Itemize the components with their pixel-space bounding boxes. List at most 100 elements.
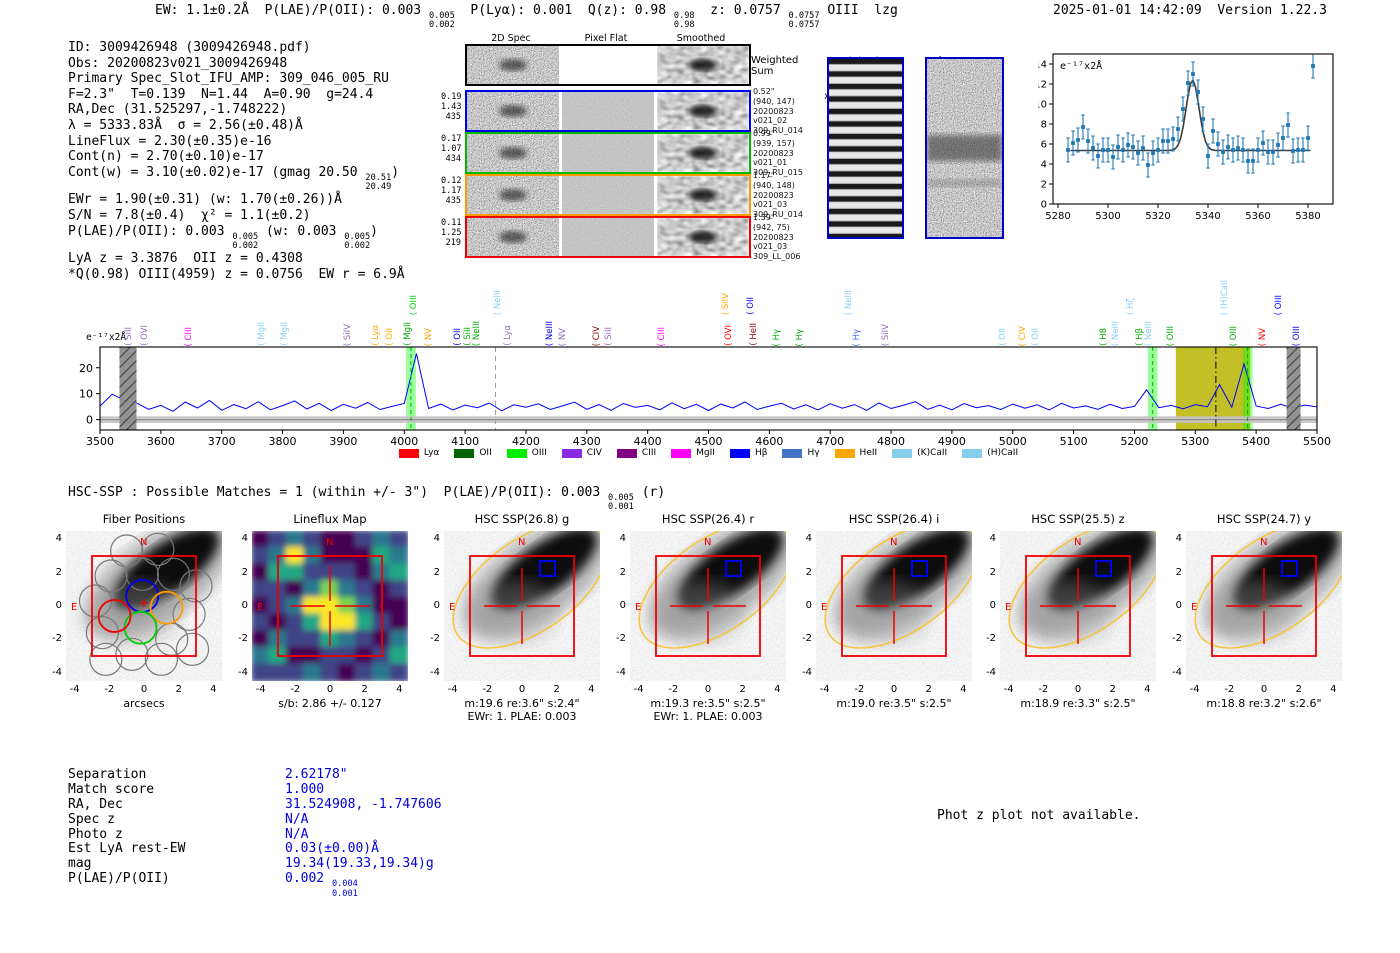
cutout-image-cell [657, 218, 749, 256]
galaxy-image [834, 531, 972, 645]
panel-y-tick: -2 [616, 633, 626, 645]
panel-x-tick: -4 [255, 684, 266, 695]
spectrum-band-green [1242, 347, 1253, 430]
cutouts-2d: 2D Spec Pixel Flat Smoothed Weighted Sum… [441, 31, 843, 261]
panel-y-tick: 4 [433, 533, 440, 545]
line-label: ( Lyα [502, 325, 513, 346]
legend-swatch [398, 448, 419, 458]
cutout-row [465, 216, 751, 258]
line-label: ( Hζ [1126, 297, 1137, 315]
text-segment: 2.62178" [285, 767, 348, 782]
uncertainty-hi: 0.004 [331, 879, 358, 890]
zoom-plot-point [1236, 135, 1240, 161]
panel-x-tick: 4 [210, 684, 217, 695]
zoom-plot-frame [1052, 53, 1334, 205]
clean-image [925, 57, 1004, 239]
cutout-right-label: 309_RU_015 [753, 168, 803, 178]
zoom-plot-point [1066, 137, 1070, 163]
fiber-circle [115, 637, 149, 671]
cutout-row [465, 174, 751, 216]
uncertainty-hi: 0.005 [344, 231, 371, 242]
panel-x-tick: -2 [854, 684, 865, 695]
spectrum-x-tick: 5400 [1242, 435, 1270, 448]
uncertainty-hi: 0.98 [673, 10, 695, 21]
zoom-plot-unit-label: e⁻¹⁷x2Å [1060, 61, 1103, 72]
zoom-plot-point [1076, 127, 1080, 153]
zoom-plot-point [1191, 61, 1195, 87]
cutout-row-images [467, 134, 749, 172]
detection-center-marker [140, 599, 148, 607]
line-label: ( OIII [1274, 294, 1285, 315]
uncertainty-lo: 0.001 [331, 888, 358, 899]
cutout-right-label: (940, 148) [753, 180, 795, 190]
cutout-row-right-labels: 1.17" (940, 148) 20200823 v021_03 309_RU_014 [753, 171, 839, 220]
compass-east-label: E [635, 602, 641, 613]
emission-blob [499, 231, 527, 243]
text-segment: RA,Dec (31.525297,-1.748222) [68, 102, 288, 118]
fiber-circle [172, 597, 206, 631]
spectrum-x-tick: 3900 [329, 435, 357, 448]
galaxy-image [1018, 531, 1156, 645]
emission-blob [689, 147, 717, 159]
match-label: P(LAE)/P(OII) [68, 871, 170, 887]
info-line: F=2.3" T=0.139 N=1.44 A=0.90 g=24.4 [68, 87, 405, 103]
line-label: ( OIII [409, 294, 420, 315]
fiber-circle [125, 557, 159, 591]
panel-image: NE [1186, 531, 1342, 681]
panel-x-tick: -4 [69, 684, 80, 695]
cutout-right-label: 20200823 [753, 106, 794, 116]
text-segment: N/A [285, 811, 309, 827]
zoom-plot-point [1086, 128, 1090, 154]
panel-y-tick: -4 [238, 666, 248, 678]
line-label: ( OII [998, 328, 1009, 346]
cutout-column-title: Pixel Flat [584, 33, 628, 44]
catalog-object-box [1095, 560, 1112, 577]
legend-item: CIV [561, 448, 602, 458]
panel-y-tick: 4 [55, 533, 62, 545]
uncertainty-lo: 0.0757 [788, 20, 820, 31]
spectrum-x-tick: 3600 [147, 435, 175, 448]
text-segment: HSC-SSP : Possible Matches = 1 (within +… [68, 485, 609, 500]
catalog-region-box [1025, 555, 1131, 657]
cutout-right-label: v021_03 [753, 200, 788, 210]
cutout-row-images [467, 46, 749, 84]
fiber-circle-selected [97, 599, 132, 633]
emission-blob [499, 105, 527, 117]
compass-north-label: N [140, 537, 147, 548]
uncertainty-hi: 0.005 [232, 231, 259, 242]
fiber-circle [156, 557, 191, 591]
cutout-left-label: 435 [445, 111, 461, 122]
text-segment: Obs: 20200823v021_3009426948 [68, 55, 288, 71]
cutout-column-title: 2D Spec [491, 33, 531, 44]
catalog-region-box [1211, 555, 1317, 657]
spectrum-x-tick: 5200 [1120, 435, 1148, 448]
cutout-panels-row: Fiber Positions N E -4 -4 -2 -2 0 0 2 2 4 4 arcsecs Li… [0, 512, 1400, 727]
cutout-right-label: 1.39" [753, 213, 775, 222]
clean-image-noise [927, 59, 1002, 237]
emission-blob [689, 231, 717, 243]
line-label: ( MgII [279, 322, 290, 346]
detection-crosshair [670, 568, 746, 644]
cutout-left-label: 434 [445, 153, 461, 164]
fiber-circle [85, 616, 120, 650]
panel-y-tick: -4 [52, 666, 62, 678]
match-value: 0.002 0.004 0.001 [285, 871, 358, 899]
cutout-right-label: v021_03 [753, 242, 788, 252]
panel-x-tick: -2 [290, 684, 301, 695]
emission-blob [689, 105, 717, 117]
text-segment: LyA z = 3.3876 OII z = 0.4308 [68, 251, 303, 267]
cutout-row-images [467, 218, 749, 256]
cutout-row-images [467, 176, 749, 214]
legend-item: Hγ [782, 448, 820, 458]
spectrum-x-tick: 4300 [573, 435, 601, 448]
zoom-plot-point [1311, 53, 1315, 79]
panel-y-tick: 2 [805, 566, 812, 578]
line-label: ( SiII [462, 327, 473, 346]
panel-caption: m:19.0 re:3.5" s:2.5" [836, 697, 952, 710]
cutout-panel-hsc-5: HSC SSP(25.5) z N E -4 -4 -2 -2 0 0 2 2 4 4 m:18.9 re… [976, 512, 1180, 727]
line-label: ( Lyα [371, 325, 382, 346]
line-label: ( OIII [1229, 325, 1240, 346]
panel-image: NE [66, 531, 222, 681]
spectrum-x-tick: 3800 [269, 435, 297, 448]
